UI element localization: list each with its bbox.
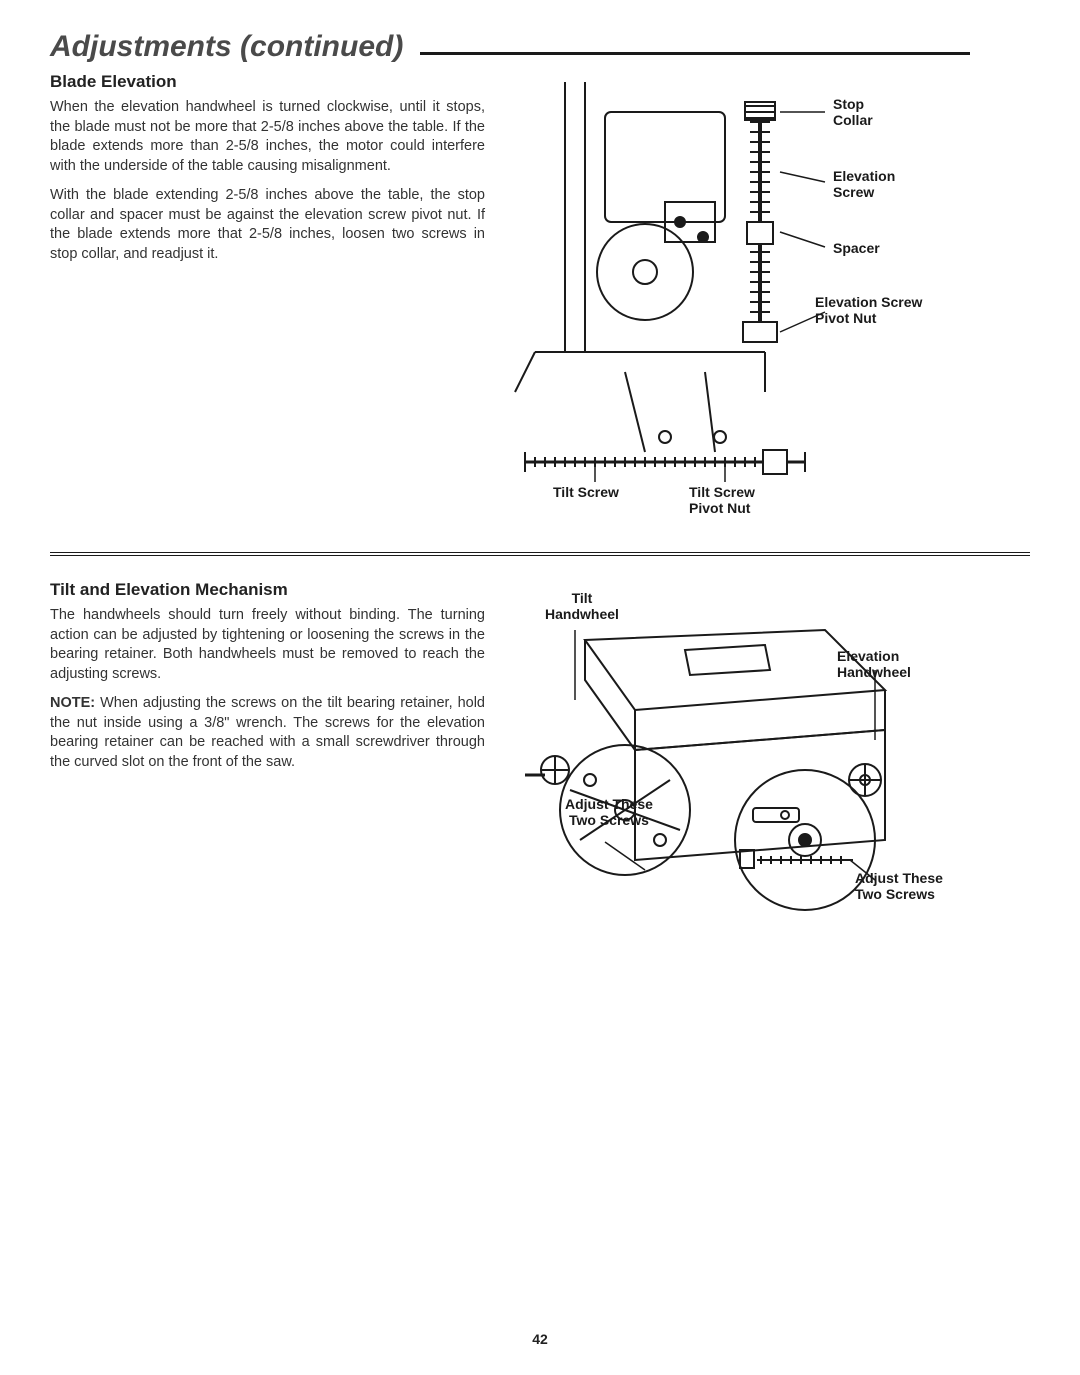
page-title: Adjustments (continued)	[50, 30, 1030, 64]
heading-blade-elevation: Blade Elevation	[50, 72, 485, 92]
section-blade-elevation: Blade Elevation When the elevation handw…	[50, 72, 1030, 512]
paragraph: With the blade extending 2-5/8 inches ab…	[50, 186, 485, 264]
label-tilt-screw: Tilt Screw	[553, 484, 619, 500]
section-tilt-elevation: Tilt and Elevation Mechanism The handwhe…	[50, 580, 1030, 920]
label-elevation-screw: Elevation Screw	[833, 168, 895, 200]
section-divider	[50, 552, 1030, 556]
label-elevation-handwheel: Elevation Handwheel	[837, 648, 911, 680]
diagram-svg	[505, 72, 1005, 512]
label-adjust-screws-right: Adjust These Two Screws	[855, 870, 943, 902]
text-column-1: Blade Elevation When the elevation handw…	[50, 72, 485, 512]
figure-handwheels: Tilt Handwheel Elevation Handwheel Adjus…	[505, 580, 1030, 920]
label-tilt-pivot-nut: Tilt Screw Pivot Nut	[689, 484, 755, 516]
label-spacer: Spacer	[833, 240, 880, 256]
paragraph-note: NOTE: When adjusting the screws on the t…	[50, 694, 485, 772]
title-rule	[420, 52, 970, 55]
label-stop-collar: Stop Collar	[833, 96, 873, 128]
page-number: 42	[0, 1331, 1080, 1347]
paragraph: The handwheels should turn freely withou…	[50, 606, 485, 684]
paragraph: When the elevation handwheel is turned c…	[50, 98, 485, 176]
label-tilt-handwheel: Tilt Handwheel	[545, 590, 619, 622]
label-elevation-pivot-nut: Elevation Screw Pivot Nut	[815, 294, 922, 326]
label-adjust-screws-left: Adjust These Two Screws	[565, 796, 653, 828]
heading-tilt-elevation: Tilt and Elevation Mechanism	[50, 580, 485, 600]
note-text: When adjusting the screws on the tilt be…	[50, 695, 485, 770]
note-label: NOTE:	[50, 695, 95, 711]
figure-elevation-mechanism: Stop Collar Elevation Screw Spacer Eleva…	[505, 72, 1030, 512]
diagram-svg	[505, 580, 1005, 920]
text-column-2: Tilt and Elevation Mechanism The handwhe…	[50, 580, 485, 920]
